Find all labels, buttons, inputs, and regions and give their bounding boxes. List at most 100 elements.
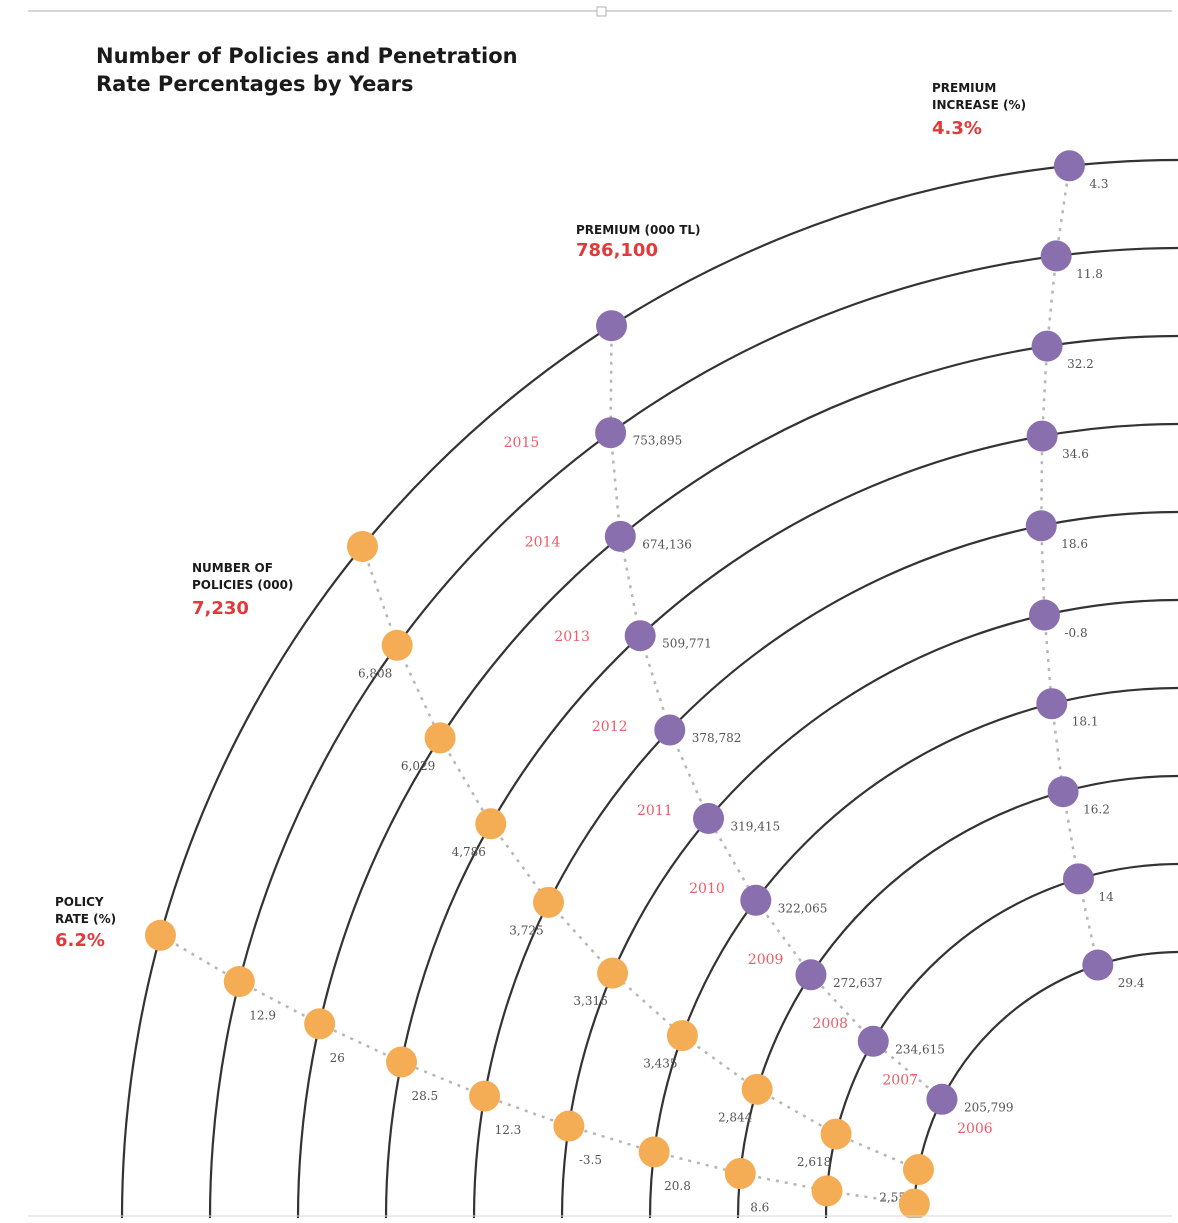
premium-value-label: 509,771 bbox=[662, 637, 712, 651]
policy-rate-dot bbox=[145, 920, 176, 951]
premium-increase-value-label: 18.6 bbox=[1061, 537, 1088, 551]
policy-rate-label-line-2: RATE (%) bbox=[55, 911, 116, 928]
policy-rate-dot bbox=[639, 1136, 670, 1167]
policy-rate-value-label: 28.5 bbox=[411, 1089, 438, 1103]
year-label: 2011 bbox=[637, 803, 673, 819]
policy-rate-dot bbox=[304, 1008, 335, 1039]
policies-value-label: 2,844 bbox=[718, 1110, 753, 1124]
policies-dot bbox=[742, 1074, 773, 1105]
premium-increase-value-label: 32.2 bbox=[1067, 357, 1094, 371]
policies-dot bbox=[821, 1119, 852, 1150]
premium-value-label: 205,799 bbox=[964, 1100, 1014, 1114]
premium-dot bbox=[596, 310, 627, 341]
premium-dot bbox=[595, 417, 626, 448]
premium-value: 786,100 bbox=[576, 240, 658, 261]
premium-label-line-1: PREMIUM (000 TL) bbox=[576, 222, 701, 239]
policies-dot bbox=[425, 722, 456, 753]
premium-increase-value-label: 4.3 bbox=[1089, 177, 1108, 191]
policy-rate-label-line-1: POLICY bbox=[55, 894, 116, 911]
policies-value-label: 3,316 bbox=[573, 994, 607, 1008]
policies-dot bbox=[533, 887, 564, 918]
year-label: 2013 bbox=[554, 629, 590, 645]
premium-dot bbox=[926, 1084, 957, 1115]
policy-rate-dot bbox=[469, 1081, 500, 1112]
policies-label: NUMBER OF POLICIES (000) bbox=[192, 560, 293, 594]
chart-title-line-1: Number of Policies and Penetration bbox=[96, 42, 518, 70]
premium-increase-connector bbox=[1041, 166, 1098, 965]
policy-rate-value-label: 20.8 bbox=[664, 1179, 691, 1193]
premium-increase-dot bbox=[1054, 150, 1085, 181]
policy-rate-dot bbox=[725, 1158, 756, 1189]
year-label: 2012 bbox=[592, 719, 628, 735]
premium-increase-dot bbox=[1036, 688, 1067, 719]
chart-title: Number of Policies and Penetration Rate … bbox=[96, 42, 518, 98]
premium-value-label: 753,895 bbox=[633, 434, 683, 448]
premium-increase-dot bbox=[1041, 240, 1072, 271]
year-label: 2009 bbox=[748, 952, 784, 968]
year-arc bbox=[914, 952, 1178, 1218]
premium-dot bbox=[625, 620, 656, 651]
policy-rate-dot bbox=[224, 966, 255, 997]
year-label: 2007 bbox=[882, 1073, 918, 1089]
policies-value-label: 6,029 bbox=[401, 759, 435, 773]
premium-value-label: 322,065 bbox=[778, 901, 828, 915]
premium-increase-value-label: 11.8 bbox=[1076, 267, 1103, 281]
premium-increase-value-label: 16.2 bbox=[1083, 803, 1110, 817]
premium-value-label: 674,136 bbox=[642, 537, 692, 551]
policies-value: 7,230 bbox=[192, 598, 249, 619]
policies-label-line-2: POLICIES (000) bbox=[192, 577, 293, 594]
premium-increase-dot bbox=[1082, 950, 1113, 981]
page-handle bbox=[597, 7, 606, 16]
premium-value-label: 234,615 bbox=[895, 1042, 945, 1056]
policies-value-label: 2,618 bbox=[797, 1155, 831, 1169]
policy-rate-dot bbox=[386, 1046, 417, 1077]
policies-value-label: 3,435 bbox=[643, 1057, 677, 1071]
policy-rate-dot bbox=[553, 1111, 584, 1142]
premium-dot bbox=[654, 715, 685, 746]
year-label: 2006 bbox=[957, 1121, 993, 1137]
premium-increase-value-label: 29.4 bbox=[1118, 976, 1145, 990]
premium-increase-label-line-2: INCREASE (%) bbox=[932, 97, 1026, 114]
policy-rate-value: 6.2% bbox=[55, 930, 105, 951]
premium-increase-dot bbox=[1063, 863, 1094, 894]
policy-rate-label: POLICY RATE (%) bbox=[55, 894, 116, 928]
year-label: 2008 bbox=[812, 1016, 848, 1032]
policies-value-label: 6,808 bbox=[358, 666, 392, 680]
premium-increase-value-label: 34.6 bbox=[1062, 447, 1089, 461]
premium-label: PREMIUM (000 TL) bbox=[576, 222, 701, 239]
policies-dot bbox=[903, 1154, 934, 1185]
year-arc bbox=[298, 336, 1178, 1218]
year-arc bbox=[738, 776, 1178, 1218]
premium-increase-dot bbox=[1048, 776, 1079, 807]
policies-dot bbox=[347, 531, 378, 562]
premium-increase-value-label: 18.1 bbox=[1072, 715, 1099, 729]
policies-dot bbox=[597, 958, 628, 989]
policy-rate-dot bbox=[812, 1175, 843, 1206]
premium-increase-dot bbox=[1027, 421, 1058, 452]
premium-increase-dot bbox=[1032, 331, 1063, 362]
policy-rate-value-label: 12.9 bbox=[249, 1009, 276, 1023]
premium-dot bbox=[740, 885, 771, 916]
premium-increase-dot bbox=[1029, 600, 1060, 631]
policy-rate-value-label: 12.3 bbox=[495, 1123, 522, 1137]
premium-value-label: 272,637 bbox=[833, 976, 883, 990]
premium-dot bbox=[605, 521, 636, 552]
premium-dot bbox=[858, 1026, 889, 1057]
premium-dot bbox=[693, 803, 724, 834]
year-label: 2015 bbox=[504, 435, 540, 451]
chart-title-line-2: Rate Percentages by Years bbox=[96, 70, 518, 98]
premium-increase-label-line-1: PREMIUM bbox=[932, 80, 1026, 97]
policies-dot bbox=[475, 808, 506, 839]
policies-label-line-1: NUMBER OF bbox=[192, 560, 293, 577]
premium-increase-value-label: -0.8 bbox=[1064, 626, 1087, 640]
premium-dot bbox=[795, 959, 826, 990]
year-label: 2014 bbox=[525, 534, 561, 550]
policies-dot bbox=[667, 1020, 698, 1051]
premium-increase-value: 4.3% bbox=[932, 118, 982, 139]
premium-increase-value-label: 14 bbox=[1098, 890, 1114, 904]
premium-value-label: 378,782 bbox=[692, 731, 742, 745]
policy-rate-value-label: -3.5 bbox=[579, 1153, 602, 1167]
policies-dot bbox=[382, 630, 413, 661]
